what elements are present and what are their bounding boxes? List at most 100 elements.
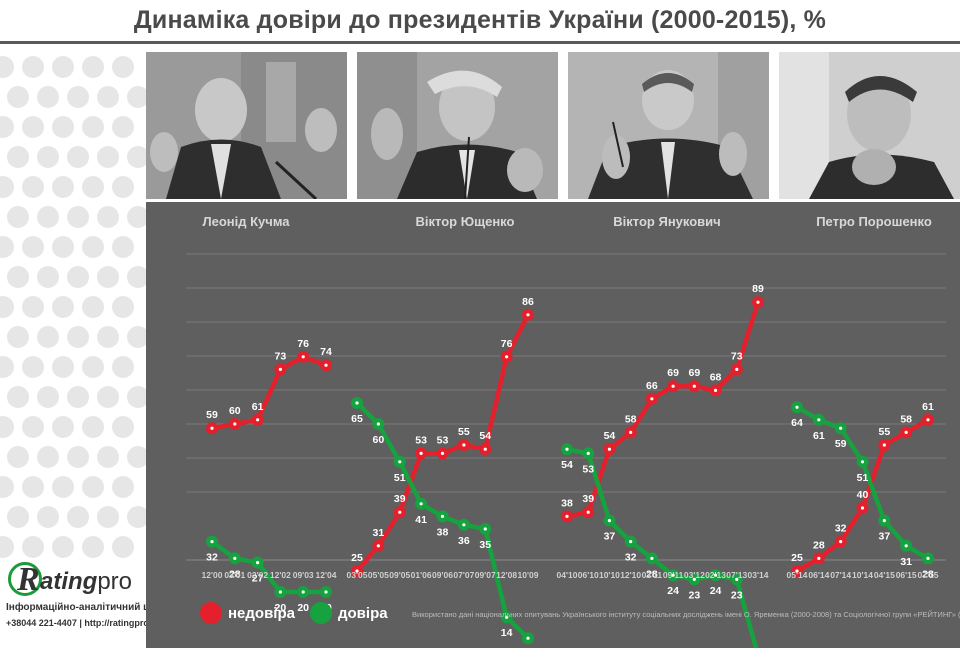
- pattern-dot: [112, 116, 134, 138]
- x-tick-label: 02'02: [247, 570, 268, 580]
- pattern-dot: [0, 416, 14, 438]
- point-center: [586, 451, 590, 455]
- pattern-dot: [7, 506, 29, 528]
- pattern-dot: [22, 476, 44, 498]
- data-label: 20: [275, 602, 287, 614]
- point-center: [756, 300, 760, 304]
- pattern-dot: [22, 356, 44, 378]
- point-center: [526, 636, 530, 640]
- logo-mark-icon: R: [8, 561, 42, 598]
- photo-yanukovych: [568, 52, 769, 199]
- data-label: 39: [582, 493, 594, 505]
- point-center: [526, 313, 530, 317]
- data-label: 39: [394, 493, 406, 505]
- point-center: [398, 510, 402, 514]
- point-center: [398, 460, 402, 464]
- point-center: [671, 384, 675, 388]
- x-tick-labels: 12'00 03'01 02'02 12'02 09'03 12'04 03'05 05'05…: [202, 570, 939, 580]
- pattern-dot: [0, 56, 14, 78]
- point-center: [419, 502, 423, 506]
- logo-brand: atingpro: [40, 568, 132, 596]
- data-label: 31: [900, 556, 912, 568]
- point-center: [324, 590, 328, 594]
- point-center: [713, 573, 718, 577]
- x-tick-label: 03'11: [642, 570, 663, 580]
- pattern-dot: [37, 266, 59, 288]
- pattern-dot: [97, 86, 119, 108]
- pattern-dot: [67, 86, 89, 108]
- photo-kuchma: [146, 52, 347, 199]
- pattern-dot: [0, 236, 14, 258]
- logo-brand-suffix: pro: [97, 568, 133, 595]
- trust-line: [564, 446, 759, 648]
- point-center: [817, 418, 821, 422]
- x-tick-label: 10'14: [852, 570, 873, 580]
- pattern-dot: [127, 386, 146, 408]
- logo-subtitle: Інформаційно-аналітичний центр: [6, 602, 172, 613]
- source-note: Використано дані національних опитувань …: [412, 610, 960, 619]
- legend-trust-label: довіра: [338, 605, 388, 622]
- x-tick-label: 05'05: [368, 570, 389, 580]
- data-label: 28: [922, 568, 934, 580]
- data-label: 23: [731, 589, 743, 601]
- pattern-dot: [97, 206, 119, 228]
- pattern-dot: [0, 536, 14, 558]
- panel-title: Леонід Кучма: [202, 214, 290, 229]
- point-center: [324, 363, 328, 367]
- point-center: [882, 519, 886, 523]
- pattern-dot: [127, 146, 146, 168]
- x-tick-label: 02'13: [705, 570, 726, 580]
- data-label: 66: [646, 380, 658, 392]
- point-center: [735, 577, 739, 581]
- pattern-dot: [22, 176, 44, 198]
- pattern-dot: [112, 356, 134, 378]
- data-label: 58: [900, 413, 912, 425]
- pattern-dot: [22, 236, 44, 258]
- point-center: [233, 422, 237, 426]
- pattern-dot: [52, 236, 74, 258]
- data-label: 55: [878, 426, 890, 438]
- x-tick-label: 07'14: [830, 570, 851, 580]
- logo-brand-main: ating: [40, 568, 98, 595]
- x-tick-label: 10'10: [599, 570, 620, 580]
- data-label: 73: [731, 350, 743, 362]
- pattern-dot: [112, 536, 134, 558]
- point-center: [565, 447, 569, 451]
- point-center: [650, 397, 654, 401]
- point-center: [926, 418, 930, 422]
- data-label: 65: [351, 413, 363, 425]
- data-label: 68: [710, 371, 722, 383]
- data-label: 31: [373, 527, 385, 539]
- pattern-dot: [127, 206, 146, 228]
- pattern-dot: [0, 356, 14, 378]
- pattern-dot: [82, 356, 104, 378]
- data-label: 24: [667, 585, 679, 597]
- data-label: 58: [625, 413, 637, 425]
- point-center: [440, 514, 445, 518]
- chart-area: Леонід Кучма Віктор Ющенко Віктор Янукович…: [146, 202, 960, 648]
- data-label: 53: [437, 434, 449, 446]
- pattern-dot: [127, 446, 146, 468]
- logo-mark-letter: R: [17, 561, 40, 598]
- pattern-dot: [37, 206, 59, 228]
- point-center: [795, 569, 799, 573]
- pattern-dot: [127, 266, 146, 288]
- pattern-dot: [0, 176, 14, 198]
- pattern-dot: [97, 146, 119, 168]
- point-center: [565, 514, 569, 518]
- pattern-dot: [82, 296, 104, 318]
- x-tick-label: 09'11: [663, 570, 684, 580]
- point-center: [904, 544, 908, 548]
- point-center: [629, 540, 633, 544]
- data-label: 64: [791, 417, 803, 429]
- data-label: 40: [857, 489, 869, 501]
- legend-distrust-label: недовіра: [228, 605, 295, 622]
- point-center: [692, 384, 696, 388]
- pattern-dot: [112, 176, 134, 198]
- pattern-dot: [22, 536, 44, 558]
- data-label: 55: [458, 426, 470, 438]
- x-tick-label: 07'13: [726, 570, 747, 580]
- point-center: [650, 556, 654, 560]
- x-tick-label: 04'10: [557, 570, 578, 580]
- data-label: 14: [501, 627, 513, 639]
